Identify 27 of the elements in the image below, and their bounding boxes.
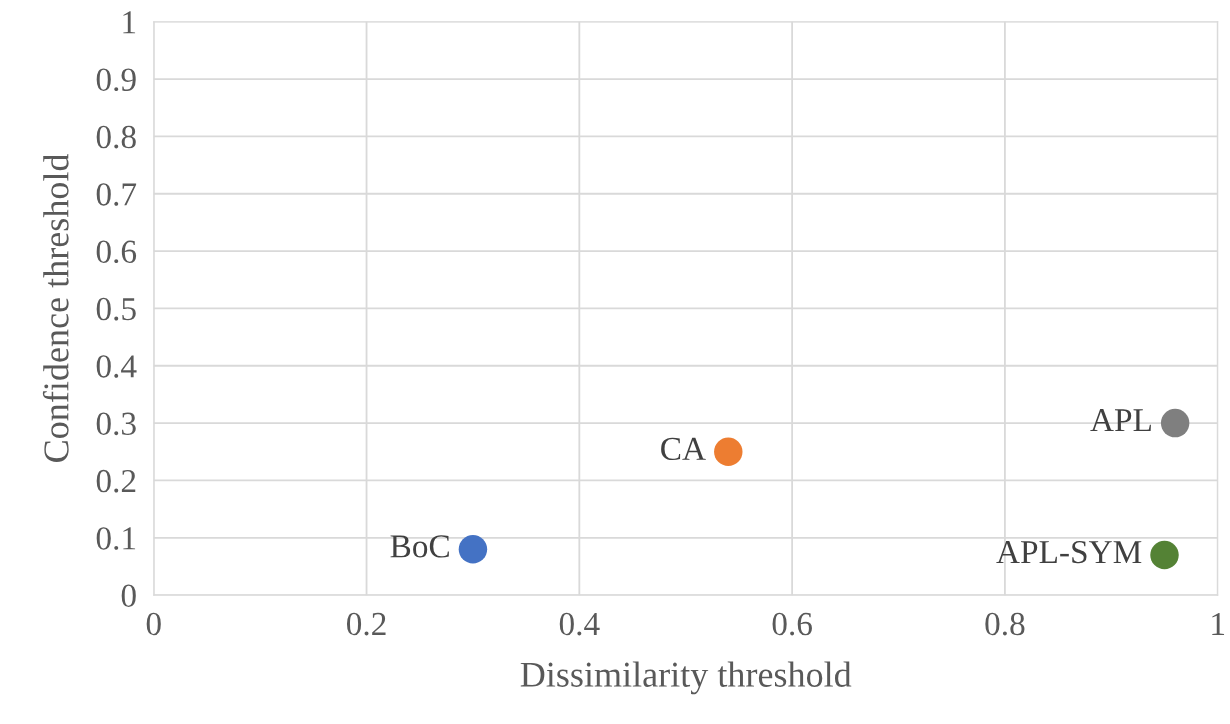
- y-tick-label: 0.5: [96, 297, 136, 321]
- x-axis-title: Dissimilarity threshold: [520, 661, 852, 695]
- y-tick-label: 0: [121, 584, 136, 608]
- y-tick-label: 0.9: [96, 68, 136, 92]
- y-tick-label: 0.7: [96, 183, 137, 206]
- point: [1150, 540, 1179, 570]
- y-tick-label: 0.3: [96, 412, 136, 436]
- point: [714, 437, 743, 467]
- series-label: BoC: [390, 535, 449, 558]
- y-axis-title: Confidence threshold: [42, 153, 69, 462]
- point: [458, 535, 488, 564]
- x-tick-label: 0.6: [772, 612, 812, 636]
- x-tick-label: 1: [1212, 612, 1225, 635]
- y-tick-label: 0.6: [96, 240, 137, 264]
- series-label: APL: [1090, 409, 1151, 432]
- x-tick-label: 0.2: [346, 612, 386, 636]
- x-tick-label: 0.8: [985, 612, 1025, 636]
- y-tick-label: 1: [123, 11, 136, 34]
- series-label: APL-SYM: [996, 540, 1142, 564]
- y-tick-label: 0.2: [96, 469, 136, 493]
- series-label: CA: [661, 437, 706, 461]
- y-tick-label: 0.8: [96, 125, 136, 149]
- y-tick-label: 0.4: [96, 355, 137, 378]
- x-tick-label: 0.4: [559, 612, 600, 636]
- y-tick-label: 0.1: [96, 527, 136, 550]
- point: [1160, 408, 1190, 438]
- x-tick-label: 0: [146, 612, 161, 636]
